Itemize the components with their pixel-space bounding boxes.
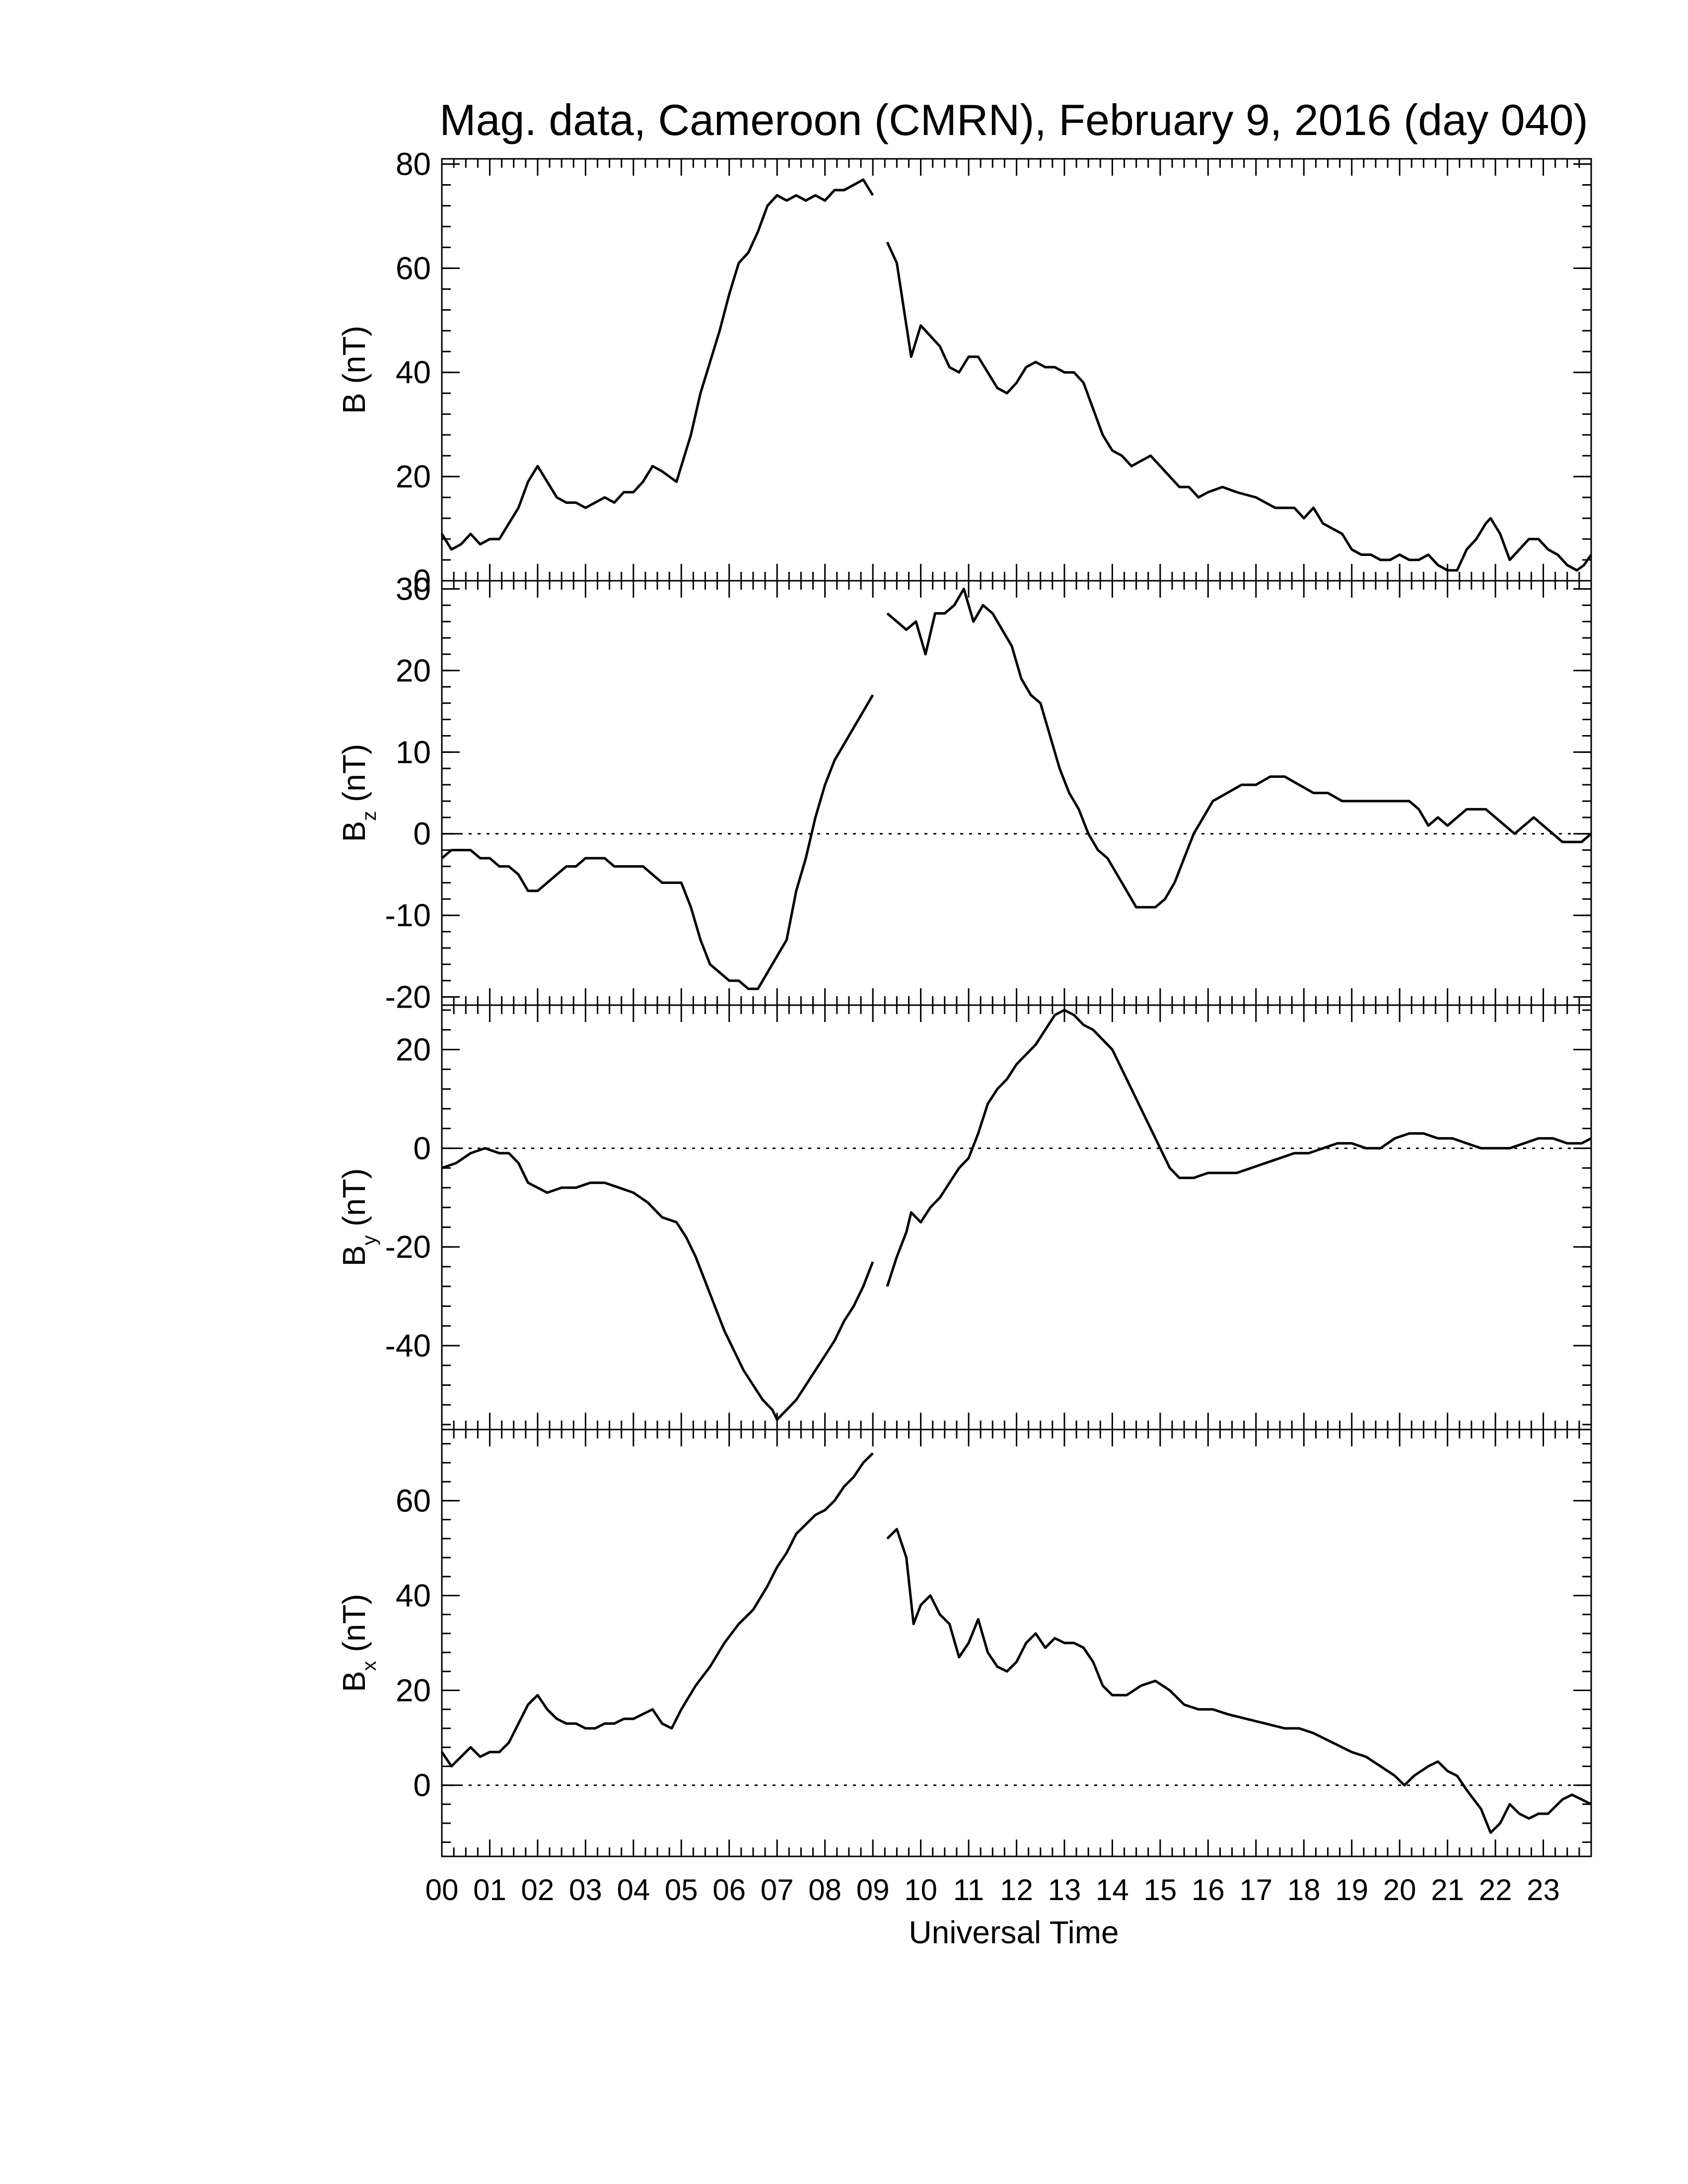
x-tick-label: 07 bbox=[761, 1873, 794, 1907]
y-tick-label: 60 bbox=[396, 1483, 431, 1518]
y-axis-label-main: B bbox=[336, 821, 372, 842]
x-tick-label: 18 bbox=[1287, 1873, 1321, 1907]
y-tick-label: 0 bbox=[413, 816, 431, 852]
y-axis-label-subscript: z bbox=[358, 811, 380, 821]
series-line-bx bbox=[886, 1528, 1592, 1834]
y-axis-label-units: (nT) bbox=[336, 326, 372, 393]
x-tick-label: 00 bbox=[425, 1873, 459, 1907]
y-tick-label: -10 bbox=[385, 897, 431, 933]
x-tick-label: 06 bbox=[712, 1873, 746, 1907]
y-axis-label-b: B (nT) bbox=[336, 326, 372, 414]
y-tick-label: 0 bbox=[413, 1768, 431, 1803]
x-tick-label: 22 bbox=[1479, 1873, 1512, 1907]
y-axis-label-bz: Bz (nT) bbox=[336, 744, 380, 842]
x-tick-label: 11 bbox=[953, 1873, 984, 1907]
panel-bx: 0 20 40 60 Bx (nT) bbox=[336, 1429, 1592, 1857]
series-line-bx bbox=[440, 1452, 874, 1768]
panels-group: 0 20 40 60 80 B (nT) -20 -10 0 10 20 30 Bz (nT) -40 -2… bbox=[336, 146, 1593, 1857]
y-axis-label-units: (nT) bbox=[336, 1594, 372, 1661]
y-axis-label-main: B bbox=[336, 1671, 372, 1692]
y-tick-label: -20 bbox=[385, 979, 431, 1015]
x-tick-label: 12 bbox=[1000, 1873, 1033, 1907]
y-axis-label-units: (nT) bbox=[336, 1168, 372, 1235]
y-tick-label: 20 bbox=[396, 459, 431, 494]
series-line-by bbox=[441, 1147, 874, 1421]
y-tick-label: 60 bbox=[396, 250, 431, 286]
x-tick-label: 20 bbox=[1383, 1873, 1416, 1907]
y-axis-label-main: B bbox=[336, 393, 372, 414]
series-line-b bbox=[886, 241, 1593, 572]
y-axis-label-units: (nT) bbox=[336, 744, 372, 811]
x-tick-label: 04 bbox=[617, 1873, 650, 1907]
y-axis-label-main: B bbox=[336, 1245, 372, 1267]
x-tick-label: 14 bbox=[1096, 1873, 1129, 1907]
x-tick-label: 13 bbox=[1048, 1873, 1081, 1907]
x-tick-label: 17 bbox=[1239, 1873, 1272, 1907]
x-tick-label: 21 bbox=[1431, 1873, 1464, 1907]
y-axis-label-bx: Bx (nT) bbox=[336, 1594, 380, 1692]
series-line-bz bbox=[886, 587, 1592, 909]
y-axis-label-subscript: x bbox=[358, 1661, 380, 1671]
y-tick-label: 20 bbox=[396, 1031, 431, 1067]
x-tick-label: 15 bbox=[1144, 1873, 1177, 1907]
y-tick-label: -40 bbox=[385, 1328, 431, 1364]
x-tick-label: 16 bbox=[1192, 1873, 1225, 1907]
x-tick-label: 08 bbox=[808, 1873, 842, 1907]
chart-title: Mag. data, Cameroon (CMRN), February 9, … bbox=[439, 95, 1588, 144]
y-tick-label: 0 bbox=[413, 563, 431, 599]
y-tick-label: 40 bbox=[396, 1577, 431, 1613]
y-tick-label: 80 bbox=[396, 146, 431, 182]
series-line-by bbox=[886, 1009, 1592, 1287]
y-tick-label: -20 bbox=[385, 1229, 431, 1265]
y-tick-label: 30 bbox=[396, 571, 431, 607]
y-tick-label: 20 bbox=[396, 1673, 431, 1708]
series-line-b bbox=[440, 178, 874, 551]
y-tick-label: 10 bbox=[396, 734, 431, 770]
panel-b: 0 20 40 60 80 B (nT) bbox=[336, 146, 1593, 599]
x-tick-label: 19 bbox=[1335, 1873, 1368, 1907]
y-axis-label-subscript: y bbox=[358, 1235, 380, 1245]
x-tick-label: 09 bbox=[856, 1873, 890, 1907]
x-tick-label: 01 bbox=[473, 1873, 506, 1907]
x-tick-label: 10 bbox=[904, 1873, 937, 1907]
y-tick-label: 40 bbox=[396, 354, 431, 390]
series-line-bz bbox=[441, 694, 874, 990]
x-axis: 00 01 02 03 04 05 06 07 08 09 10 11 12 13 14 15 16 17 18 19… bbox=[425, 1873, 1560, 1907]
panel-bz: -20 -10 0 10 20 30 Bz (nT) bbox=[336, 571, 1592, 1015]
x-tick-label: 03 bbox=[569, 1873, 602, 1907]
x-tick-label: 02 bbox=[521, 1873, 555, 1907]
y-tick-label: 0 bbox=[413, 1130, 431, 1166]
x-tick-label: 23 bbox=[1527, 1873, 1560, 1907]
y-axis-label-by: By (nT) bbox=[336, 1168, 380, 1267]
y-tick-label: 20 bbox=[396, 653, 431, 688]
panel-by: -40 -20 0 20 By (nT) bbox=[336, 1004, 1592, 1431]
x-tick-label: 05 bbox=[665, 1873, 698, 1907]
x-axis-label: Universal Time bbox=[909, 1914, 1119, 1950]
